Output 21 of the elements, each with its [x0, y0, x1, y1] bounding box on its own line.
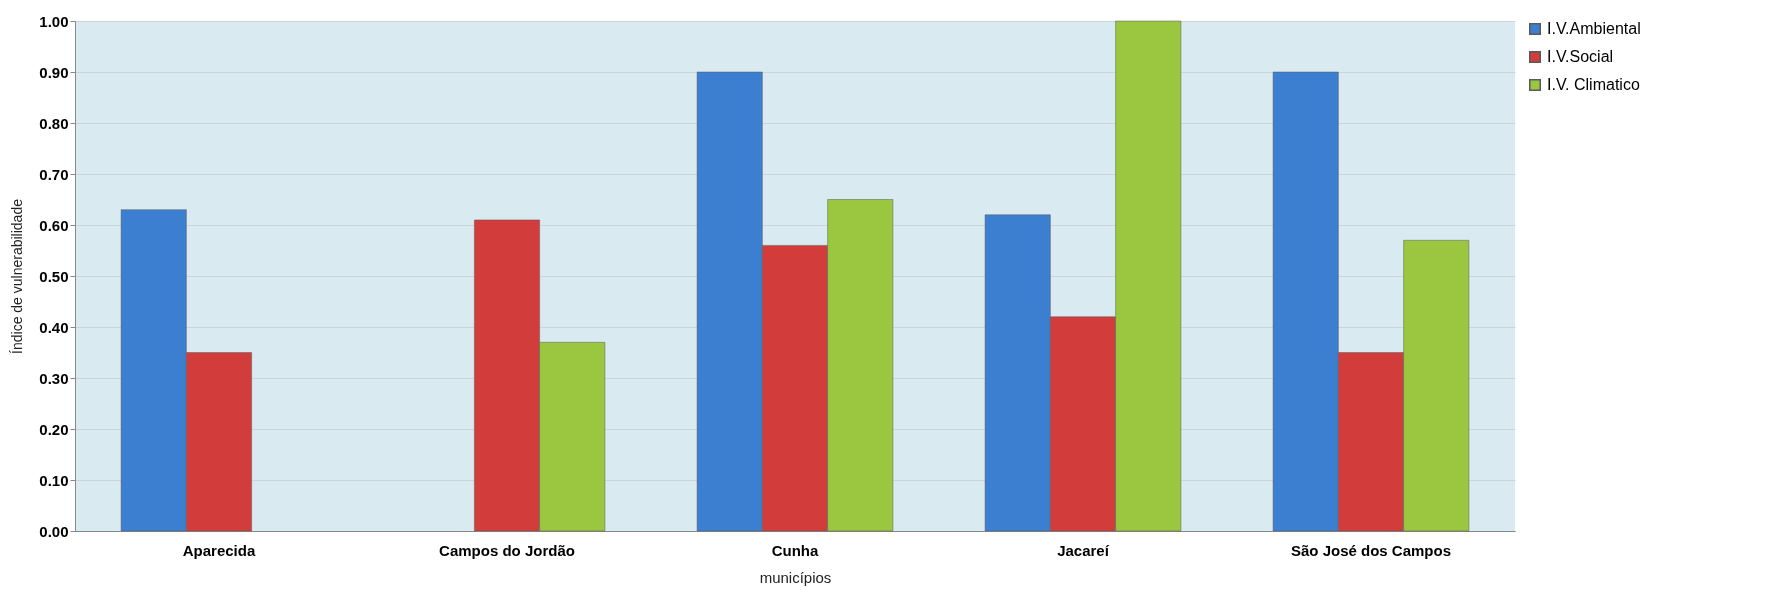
- x-tick-label: Jacareí: [1057, 541, 1110, 559]
- x-axis-title: municípios: [759, 568, 832, 586]
- y-axis-title: Índice de vulnerabilidade: [9, 198, 26, 354]
- y-tick-label: 0.90: [39, 63, 69, 81]
- y-tick-label: 0.40: [39, 318, 69, 336]
- y-tick-label: 0.80: [39, 114, 69, 132]
- legend-label: I.V.Ambiental: [1547, 20, 1641, 37]
- y-tick-label: 0.70: [39, 165, 69, 183]
- legend-label: I.V. Climatico: [1547, 76, 1640, 93]
- y-tick-label: 0.10: [39, 471, 69, 489]
- y-tick-label: 0.00: [39, 522, 69, 540]
- y-tick-label: 0.30: [39, 369, 69, 387]
- x-tick-label: São José dos Campos: [1290, 541, 1452, 559]
- legend-label: I.V.Social: [1547, 48, 1614, 65]
- y-tick-label: 0.50: [39, 267, 69, 285]
- x-tick-label: Campos do Jordão: [439, 541, 575, 559]
- y-tick-label: 0.60: [39, 216, 69, 234]
- y-tick-label: 0.20: [39, 420, 69, 438]
- x-tick-label: Aparecida: [182, 541, 256, 559]
- y-tick-label: 1.00: [39, 12, 69, 30]
- x-tick-label: Cunha: [771, 541, 819, 559]
